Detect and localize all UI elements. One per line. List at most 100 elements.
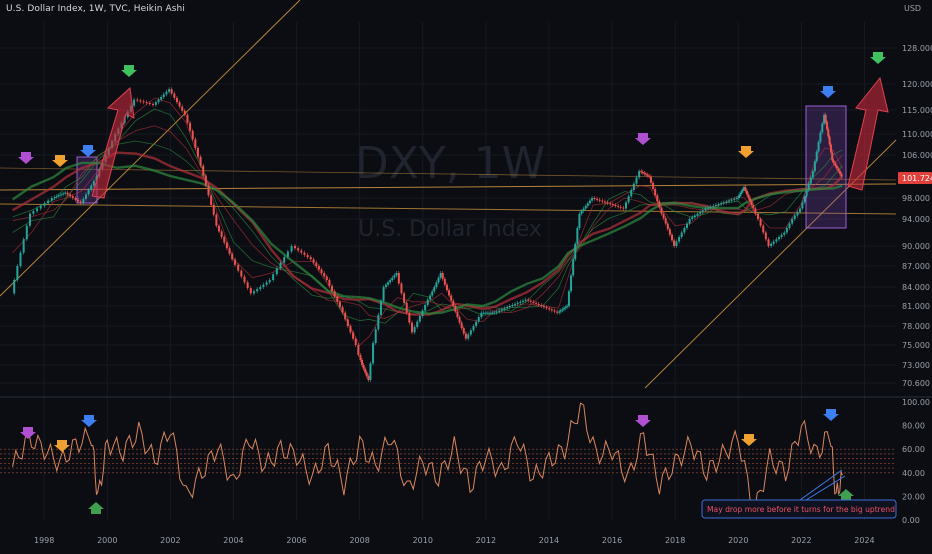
price-candle bbox=[614, 205, 617, 206]
price-candle bbox=[809, 177, 812, 184]
price-candle bbox=[733, 198, 736, 200]
price-candle bbox=[624, 202, 627, 209]
price-candle bbox=[435, 282, 438, 287]
price-candle bbox=[532, 301, 535, 303]
price-axis-tick: 115.000 bbox=[902, 106, 932, 115]
price-candle bbox=[578, 213, 581, 228]
price-candle bbox=[644, 173, 647, 175]
price-candle bbox=[472, 326, 475, 331]
x-axis-tick: 2016 bbox=[602, 536, 622, 545]
price-candle bbox=[477, 317, 480, 322]
price-candle bbox=[834, 163, 837, 166]
price-candle bbox=[542, 306, 545, 308]
price-candle bbox=[799, 208, 802, 212]
price-candle bbox=[212, 205, 215, 215]
price-candle bbox=[454, 306, 457, 312]
price-candle bbox=[265, 282, 268, 285]
price-candle bbox=[90, 185, 93, 190]
marker-arrow-green bbox=[870, 52, 886, 64]
price-candle bbox=[807, 183, 810, 190]
price-candle bbox=[369, 363, 372, 380]
price-candle bbox=[16, 266, 19, 280]
price-candle bbox=[749, 198, 752, 202]
price-candle bbox=[448, 290, 451, 296]
price-candle bbox=[50, 198, 53, 201]
price-candle bbox=[714, 205, 717, 206]
price-candle bbox=[53, 197, 56, 199]
price-candle bbox=[788, 223, 791, 228]
big-up-arrow-2000 bbox=[91, 86, 135, 199]
price-candle bbox=[384, 284, 387, 287]
price-candle bbox=[582, 208, 585, 212]
price-candle bbox=[297, 248, 300, 251]
price-axis-tick: 120.000 bbox=[902, 80, 932, 89]
price-candle bbox=[662, 213, 665, 219]
price-candle bbox=[256, 289, 259, 292]
price-candle bbox=[325, 276, 328, 280]
price-candle bbox=[495, 311, 498, 313]
price-candle bbox=[805, 189, 808, 197]
marker-arrow-blue bbox=[820, 86, 836, 98]
price-candle bbox=[456, 311, 459, 318]
price-candle bbox=[828, 136, 831, 145]
price-candle bbox=[796, 212, 799, 216]
price-candle bbox=[204, 175, 207, 186]
price-candle bbox=[223, 237, 226, 243]
price-candle bbox=[521, 300, 524, 302]
price-candle bbox=[290, 246, 293, 252]
price-candle bbox=[186, 114, 189, 123]
ma-ribbons bbox=[11, 97, 844, 346]
price-candle bbox=[194, 139, 197, 148]
price-candle bbox=[312, 259, 315, 263]
price-candle bbox=[688, 219, 691, 224]
price-candle bbox=[656, 195, 659, 202]
price-candle bbox=[598, 199, 601, 201]
price-candle bbox=[157, 99, 160, 103]
price-candle bbox=[77, 199, 80, 202]
price-candle bbox=[410, 322, 413, 333]
price-axis-tick: 70.600 bbox=[902, 379, 930, 388]
x-axis-tick: 2012 bbox=[476, 536, 496, 545]
price-candle bbox=[817, 141, 820, 152]
price-candle bbox=[433, 287, 436, 292]
price-axis-tick: 75.000 bbox=[902, 341, 930, 350]
price-candle bbox=[839, 171, 841, 174]
price-candle bbox=[832, 160, 835, 164]
price-candle bbox=[735, 198, 738, 199]
price-candle bbox=[338, 301, 341, 308]
price-candle bbox=[500, 309, 503, 311]
price-candle bbox=[649, 176, 652, 183]
price-candle bbox=[811, 171, 814, 178]
price-candle bbox=[139, 100, 142, 102]
price-candle bbox=[831, 152, 834, 161]
price-candle bbox=[558, 311, 561, 313]
price-candle bbox=[391, 277, 394, 280]
price-candle bbox=[142, 101, 145, 103]
price-candle bbox=[827, 129, 830, 137]
price-candle bbox=[829, 144, 832, 153]
price-candle bbox=[57, 195, 60, 197]
osc-marker-arrow-orange bbox=[741, 434, 757, 446]
price-candle bbox=[437, 277, 440, 283]
price-candle bbox=[462, 328, 465, 334]
price-candle bbox=[240, 270, 243, 277]
price-candle bbox=[389, 280, 392, 283]
price-candle bbox=[357, 345, 360, 355]
price-candle bbox=[300, 250, 303, 253]
price-candle bbox=[79, 201, 82, 204]
price-candle bbox=[66, 192, 69, 195]
osc-marker-arrow-orange bbox=[54, 440, 70, 452]
chart-title: U.S. Dollar Index, 1W, TVC, Heikin Ashi bbox=[6, 4, 185, 14]
price-candle bbox=[778, 237, 781, 240]
osc-axis-tick: 60.00 bbox=[902, 445, 925, 454]
price-candle bbox=[712, 205, 715, 207]
price-candle bbox=[283, 257, 286, 263]
price-candle bbox=[344, 312, 347, 320]
price-candle bbox=[429, 295, 432, 300]
x-axis-tick: 2014 bbox=[539, 536, 559, 545]
price-candle bbox=[64, 192, 67, 194]
price-candle bbox=[361, 360, 364, 365]
osc-marker-arrow-green bbox=[88, 502, 104, 514]
price-candle bbox=[632, 183, 635, 190]
watermark-symbol: DXY, 1W bbox=[355, 138, 545, 189]
